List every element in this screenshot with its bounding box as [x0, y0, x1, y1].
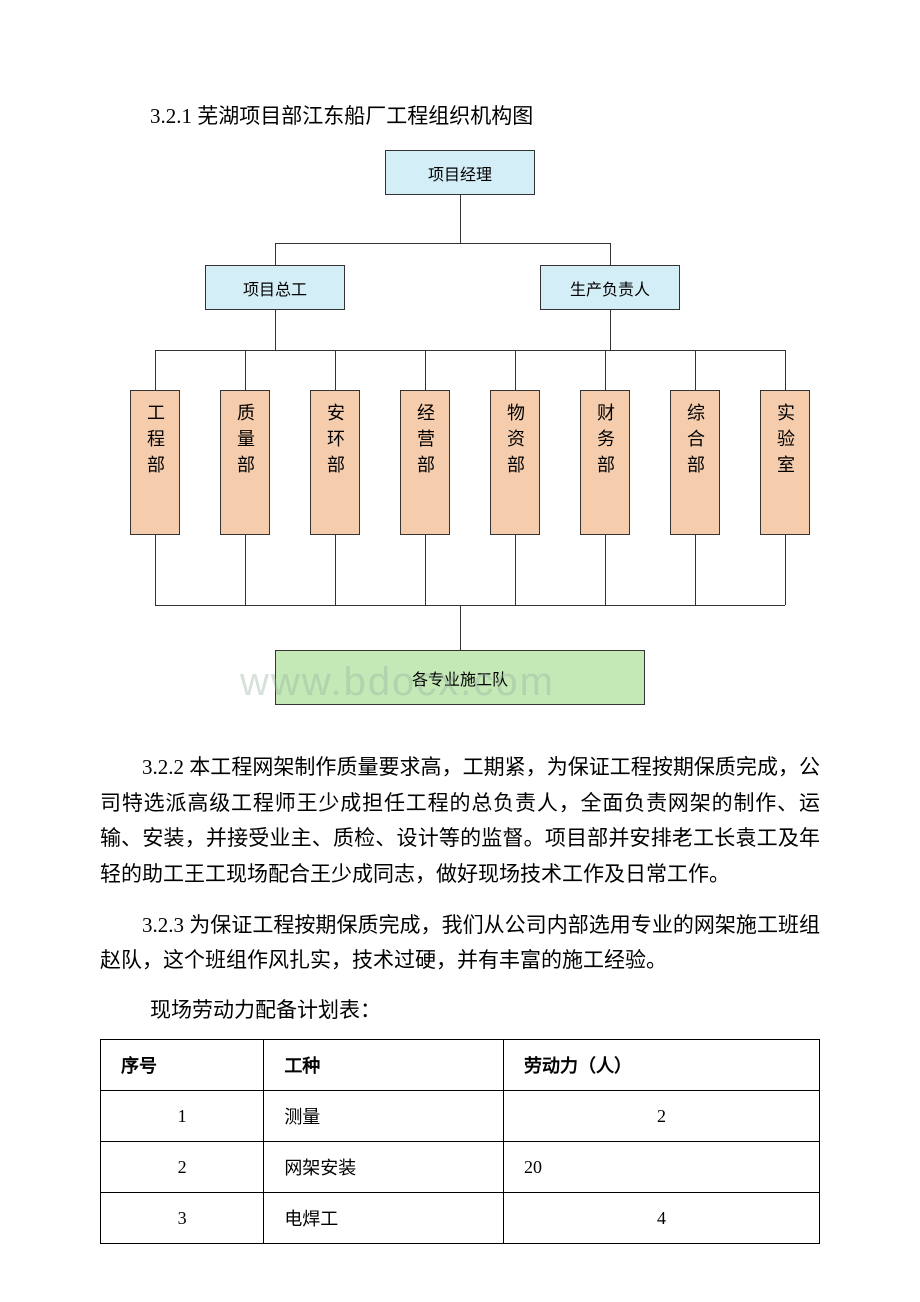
org-line	[785, 535, 786, 605]
org-line	[155, 535, 156, 605]
org-line	[245, 535, 246, 605]
org-dept-box: 工程部	[130, 390, 180, 535]
org-line	[605, 535, 606, 605]
org-line	[695, 535, 696, 605]
table-row: 3 电焊工 4	[101, 1193, 820, 1244]
org-line	[335, 350, 336, 390]
org-top-box: 项目经理	[385, 150, 535, 195]
org-line	[695, 350, 696, 390]
org-line	[425, 350, 426, 390]
org-line	[155, 350, 156, 390]
org-line	[155, 350, 785, 351]
org-line	[335, 535, 336, 605]
org-dept-box: 物资部	[490, 390, 540, 535]
org-line	[785, 350, 786, 390]
org-line	[155, 605, 785, 606]
org-line	[515, 535, 516, 605]
table-row: 1 测量 2	[101, 1091, 820, 1142]
table-header-row: 序号 工种 劳动力（人）	[101, 1040, 820, 1091]
org-line	[275, 310, 276, 350]
org-chart: 项目经理 项目总工 生产负责人 工程部 质量部 安环部 经营部 物资部 财务部 …	[100, 150, 820, 710]
table-header: 工种	[264, 1040, 504, 1091]
org-dept-box: 经营部	[400, 390, 450, 535]
org-mid-left-box: 项目总工	[205, 265, 345, 310]
table-cell: 2	[503, 1091, 819, 1142]
table-cell: 1	[101, 1091, 264, 1142]
heading-321: 3.2.1 芜湖项目部江东船厂工程组织机构图	[100, 100, 820, 130]
org-line	[515, 350, 516, 390]
table-cell: 电焊工	[264, 1193, 504, 1244]
table-cell: 测量	[264, 1091, 504, 1142]
org-dept-box: 实验室	[760, 390, 810, 535]
table-header: 劳动力（人）	[503, 1040, 819, 1091]
org-bottom-box: 各专业施工队	[275, 650, 645, 705]
org-line	[275, 243, 610, 244]
table-cell: 20	[503, 1142, 819, 1193]
paragraph-323: 3.2.3 为保证工程按期保质完成，我们从公司内部选用专业的网架施工班组赵队，这…	[100, 908, 820, 979]
table-cell: 3	[101, 1193, 264, 1244]
table-title: 现场劳动力配备计划表：	[100, 994, 820, 1024]
org-dept-box: 财务部	[580, 390, 630, 535]
org-line	[610, 243, 611, 265]
org-dept-box: 综合部	[670, 390, 720, 535]
org-line	[460, 605, 461, 650]
table-header: 序号	[101, 1040, 264, 1091]
org-dept-box: 质量部	[220, 390, 270, 535]
labor-table: 序号 工种 劳动力（人） 1 测量 2 2 网架安装 20 3 电焊工 4	[100, 1039, 820, 1244]
org-dept-box: 安环部	[310, 390, 360, 535]
org-line	[425, 535, 426, 605]
org-mid-right-box: 生产负责人	[540, 265, 680, 310]
org-line	[460, 195, 461, 243]
paragraph-322: 3.2.2 本工程网架制作质量要求高，工期紧，为保证工程按期保质完成，公司特选派…	[100, 750, 820, 893]
org-line	[245, 350, 246, 390]
org-line	[605, 350, 606, 390]
org-line	[275, 243, 276, 265]
table-cell: 4	[503, 1193, 819, 1244]
table-cell: 2	[101, 1142, 264, 1193]
org-line	[610, 310, 611, 350]
table-row: 2 网架安装 20	[101, 1142, 820, 1193]
table-cell: 网架安装	[264, 1142, 504, 1193]
